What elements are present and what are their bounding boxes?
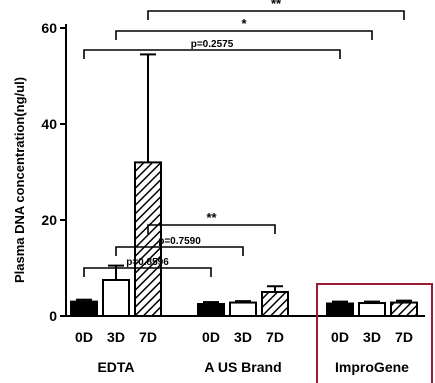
group-label: A US Brand — [204, 359, 281, 375]
bar-edta-7d — [134, 161, 162, 317]
y-tick-label: 40 — [41, 116, 57, 132]
y-tick-label: 0 — [49, 308, 57, 324]
y-axis-label: Plasma DNA concentration(ng/ul) — [12, 77, 27, 283]
bar-improgene-0d — [326, 302, 354, 317]
x-tick-label: 7D — [139, 329, 157, 345]
bar-a-us-brand-0d — [197, 303, 225, 317]
y-tick-label: 60 — [41, 20, 57, 36]
bar-edta-0d — [70, 300, 98, 318]
significance-bracket — [115, 246, 244, 256]
significance-label: ** — [271, 0, 282, 11]
group-label: EDTA — [97, 359, 134, 375]
x-tick-label: 0D — [202, 329, 220, 345]
x-tick-label: 7D — [266, 329, 284, 345]
significance-bracket — [83, 49, 341, 59]
significance-bracket — [147, 10, 405, 20]
x-tick-label: 3D — [363, 329, 381, 345]
group-label: ImproGene — [335, 359, 409, 375]
significance-bracket — [147, 224, 276, 234]
y-tick-label: 20 — [41, 212, 57, 228]
bar-a-us-brand-7d — [261, 291, 289, 317]
bar-a-us-brand-3d — [229, 301, 257, 317]
x-tick-label: 3D — [234, 329, 252, 345]
bar-improgene-3d — [358, 302, 386, 318]
highlight-box — [316, 283, 433, 383]
significance-bracket — [83, 267, 212, 277]
significance-label: p=0.8596 — [126, 257, 169, 268]
significance-label: p=0.2575 — [191, 39, 234, 50]
x-tick-label: 3D — [107, 329, 125, 345]
significance-bracket — [115, 30, 373, 40]
x-tick-label: 0D — [331, 329, 349, 345]
x-tick-label: 7D — [395, 329, 413, 345]
bar-improgene-7d — [390, 301, 418, 317]
bar-edta-3d — [102, 279, 130, 317]
significance-label: p=0.7590 — [158, 236, 201, 247]
significance-label: * — [241, 16, 247, 31]
x-tick-label: 0D — [75, 329, 93, 345]
significance-label: ** — [206, 210, 217, 225]
